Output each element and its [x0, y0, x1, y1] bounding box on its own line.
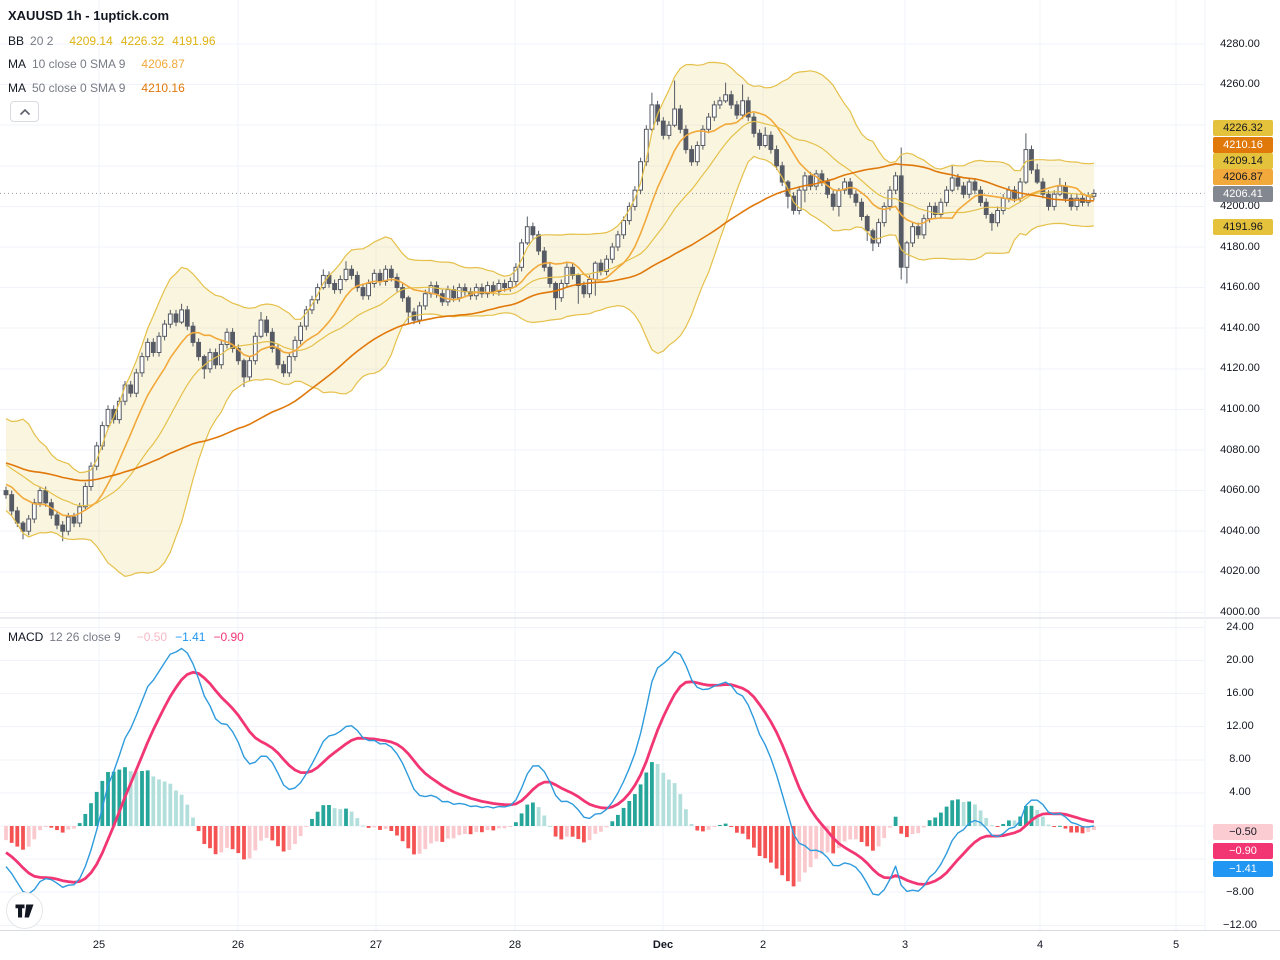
macd-label: MACD — [8, 630, 44, 644]
collapse-legend-button[interactable] — [10, 101, 39, 122]
macd-tick-label: 4.00 — [1229, 786, 1251, 799]
ma50-badge: 4210.16 — [1213, 137, 1273, 153]
legend-macd[interactable]: MACD 12 26 close 9 −0.50 −1.41 −0.90 — [8, 630, 244, 644]
bb-lower-value: 4191.96 — [172, 34, 216, 48]
bb-upper-badge: 4226.32 — [1213, 120, 1273, 136]
time-tick-label: 4 — [1036, 939, 1044, 951]
price-tick-label: 4180.00 — [1220, 240, 1260, 253]
ma50-params: 50 close 0 SMA 9 — [32, 81, 126, 95]
price-tick-label: 4280.00 — [1220, 37, 1260, 50]
last-price-badge: 4206.41 — [1213, 186, 1273, 202]
macd-tick-label: −8.00 — [1226, 885, 1254, 898]
time-tick-label: 27 — [369, 939, 383, 951]
time-tick-label: 25 — [92, 939, 106, 951]
macd-hist-badge: −0.50 — [1213, 824, 1273, 840]
ma10-badge: 4206.87 — [1213, 169, 1273, 185]
macd-signal-badge: −0.90 — [1213, 843, 1273, 859]
price-tick-label: 4020.00 — [1220, 565, 1260, 578]
legend-ma50[interactable]: MA 50 close 0 SMA 9 4210.16 — [8, 81, 185, 95]
macd-tick-label: 16.00 — [1226, 687, 1254, 700]
price-tick-label: 4040.00 — [1220, 524, 1260, 537]
price-tick-label: 4080.00 — [1220, 443, 1260, 456]
price-tick-label: 4200.00 — [1220, 199, 1260, 212]
macd-tick-label: 24.00 — [1226, 620, 1254, 633]
time-tick-label: 26 — [231, 939, 245, 951]
legend-bollinger[interactable]: BB 20 2 4209.14 4226.32 4191.96 — [8, 34, 216, 48]
time-tick-label: 5 — [1172, 939, 1180, 951]
macd-tick-label: 12.00 — [1226, 720, 1254, 733]
price-tick-label: 4160.00 — [1220, 281, 1260, 294]
price-tick-label: 4260.00 — [1220, 78, 1260, 91]
bb-basis-value: 4209.14 — [69, 34, 113, 48]
macd-line-badge: −1.41 — [1213, 861, 1273, 877]
time-tick-label: 28 — [508, 939, 522, 951]
price-tick-label: 4000.00 — [1220, 605, 1260, 618]
tradingview-logo-icon — [15, 904, 34, 917]
time-tick-label: Dec — [652, 939, 674, 951]
price-tick-label: 4060.00 — [1220, 484, 1260, 497]
bb-basis-badge: 4209.14 — [1213, 153, 1273, 169]
ma50-label: MA — [8, 81, 26, 95]
macd-tick-label: 8.00 — [1229, 753, 1251, 766]
macd-tick-label: −12.00 — [1223, 918, 1257, 931]
symbol-title[interactable]: XAUUSD 1h - 1uptick.com — [8, 8, 170, 23]
tradingview-logo[interactable] — [6, 892, 43, 929]
macd-line-value: −1.41 — [175, 630, 206, 644]
ma50-value: 4210.16 — [141, 81, 185, 95]
macd-signal-value: −0.90 — [213, 630, 244, 644]
time-tick-label: 3 — [901, 939, 909, 951]
price-tick-label: 4100.00 — [1220, 402, 1260, 415]
bb-label: BB — [8, 34, 25, 48]
time-axis[interactable]: 25 26 27 28 Dec 2 3 4 5 — [0, 930, 1280, 960]
ma10-value: 4206.87 — [141, 57, 185, 71]
macd-hist-value: −0.50 — [136, 630, 168, 644]
price-tick-label: 4120.00 — [1220, 362, 1260, 375]
bb-params: 20 2 — [30, 34, 54, 48]
chevron-up-icon — [19, 108, 30, 115]
ma10-params: 10 close 0 SMA 9 — [32, 57, 126, 71]
macd-params: 12 26 close 9 — [49, 630, 121, 644]
ma10-label: MA — [8, 57, 26, 71]
macd-tick-label: 20.00 — [1226, 653, 1254, 666]
legend-ma10[interactable]: MA 10 close 0 SMA 9 4206.87 — [8, 57, 185, 71]
bb-upper-value: 4226.32 — [120, 34, 165, 48]
bb-lower-badge: 4191.96 — [1213, 219, 1273, 235]
time-tick-label: 2 — [759, 939, 767, 951]
price-tick-label: 4140.00 — [1220, 321, 1260, 334]
